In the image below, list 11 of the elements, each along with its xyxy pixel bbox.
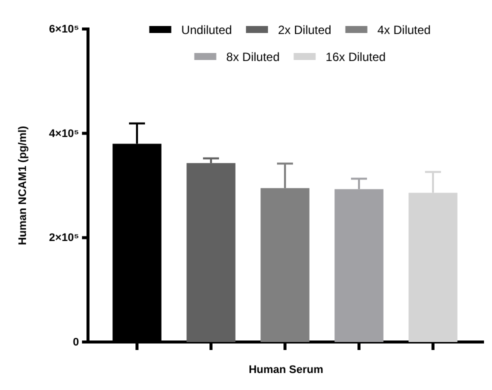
legend-label: Undiluted xyxy=(181,23,232,37)
legend-label: 4x Diluted xyxy=(377,23,431,37)
x-axis-title: Human Serum xyxy=(248,364,324,376)
y-tick-label: 6×10⁵ xyxy=(49,24,79,36)
y-tick-label: 2×10⁵ xyxy=(49,232,79,244)
legend-label: 8x Diluted xyxy=(226,50,280,64)
y-tick-label: 4×10⁵ xyxy=(49,128,79,140)
legend-label: 16x Diluted xyxy=(326,50,386,64)
y-tick-label: 0 xyxy=(72,336,79,349)
y-axis-title: Human NCAM1 (pg/ml) xyxy=(17,126,29,246)
legend-label: 2x Diluted xyxy=(278,23,332,37)
